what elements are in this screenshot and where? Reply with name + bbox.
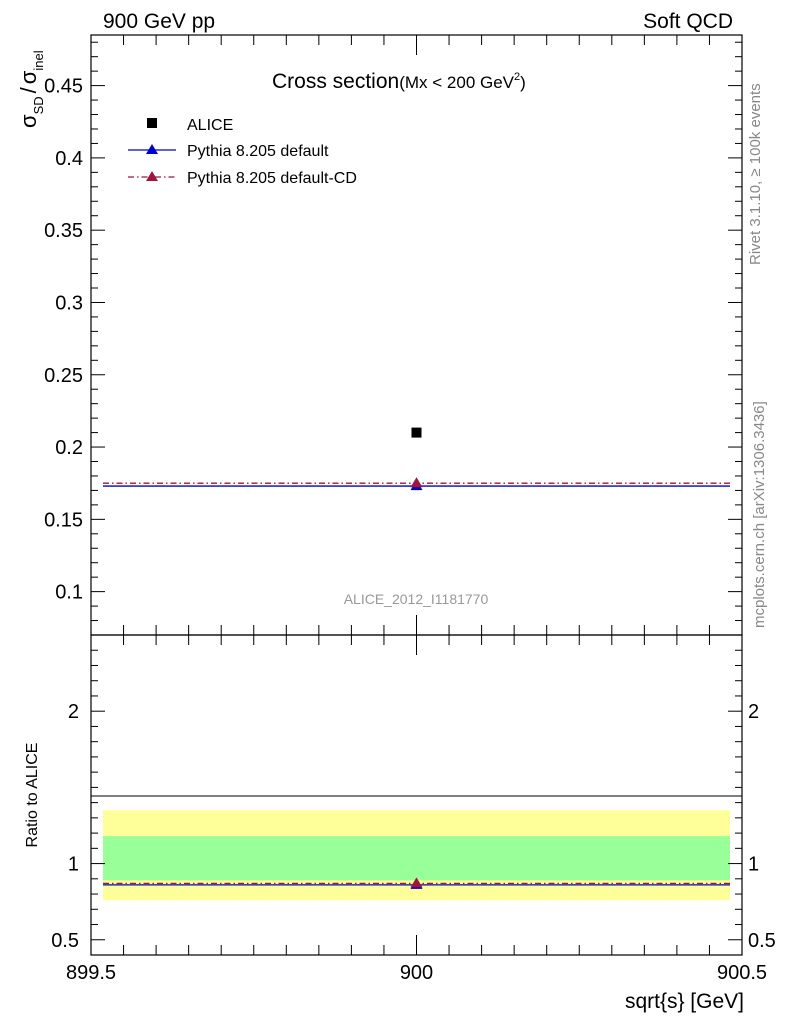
ratio-data-marks (103, 877, 730, 889)
main-ytick-label: 0.4 (55, 148, 83, 170)
x-axis-label: sqrt{s} [GeV] (625, 990, 744, 1013)
main-ytick-label: 0.3 (55, 292, 83, 314)
main-ylabel: σSD/σinel (16, 50, 46, 128)
ratio-ylabel: Ratio to ALICE (24, 743, 41, 848)
ratio-xtick-label: 899.5 (66, 962, 116, 984)
legend-cd-label: Pythia 8.205 default-CD (187, 170, 357, 187)
main-title-text: Cross section (272, 70, 399, 93)
legend-alice-label: ALICE (187, 117, 233, 134)
main-title: Cross section(Mx < 200 GeV2) (272, 70, 526, 93)
main-ytick-label: 0.45 (44, 76, 83, 98)
ratio-band (103, 836, 730, 881)
main-title-suffix-end: ) (520, 73, 526, 92)
header-left: 900 GeV pp (103, 10, 215, 33)
legend-alice-marker (147, 118, 157, 128)
legend-default-label: Pythia 8.205 default (187, 143, 329, 160)
main-title-suffix: (Mx < 200 GeV (399, 73, 514, 92)
ratio-ytick-label-left: 1 (68, 854, 79, 876)
main-ytick-label: 0.1 (55, 582, 83, 604)
ylabel-slash: / (16, 86, 41, 93)
main-title-sup: 2 (514, 71, 520, 83)
ratio-pythia-8-205-default-cd-point (410, 877, 423, 888)
ratio-y-ticks: 0.5 0.5 1 1 2 2 (51, 649, 776, 952)
header-right: Soft QCD (643, 10, 733, 33)
main-ytick-label: 0.15 (44, 509, 83, 531)
ratio-ytick-label-left: 2 (68, 701, 79, 723)
ylabel-sub2: inel (31, 50, 46, 70)
main-alice-point (411, 427, 422, 438)
rivet-label: Rivet 3.1.10, ≥ 100k events (747, 83, 764, 265)
ratio-xtick-label: 900 (400, 962, 433, 984)
ylabel-sub1: SD (31, 96, 46, 114)
main-ytick-label: 0.25 (44, 365, 83, 387)
main-panel: Cross section(Mx < 200 GeV2) σSD/σinel A… (16, 34, 743, 636)
ratio-panel: 0.5 0.51 12 2 899.5 900 900.5 Ratio to ALICE … (24, 634, 776, 1013)
legend: ALICE Pythia 8.205 default Pythia 8.205 … (128, 117, 357, 187)
ratio-ytick-label-left: 0.5 (51, 930, 79, 952)
ylabel-sigma1: σ (16, 114, 41, 128)
legend-default-marker (146, 144, 158, 154)
ratio-xtick-label: 900.5 (717, 962, 767, 984)
main-pythia-8-205-default-cd-point (410, 477, 423, 488)
ylabel-sigma2: σ (16, 70, 41, 84)
main-ytick-label: 0.2 (55, 437, 83, 459)
ratio-frame (90, 634, 743, 956)
ratio-ytick-label-right: 2 (748, 701, 759, 723)
main-y-ticks: 0.1 0.15 0.2 0.25 0.3 0.35 0.4 0.45 (44, 41, 742, 636)
mcplots-label: mcplots.cern.ch [arXiv:1306.3436] (751, 401, 768, 628)
ratio-x-ticks: 899.5 900 900.5 (66, 635, 767, 984)
legend-cd-marker (146, 171, 158, 181)
analysis-watermark: ALICE_2012_I1181770 (344, 591, 489, 607)
ratio-ytick-label-right: 0.5 (748, 930, 776, 952)
main-ytick-label: 0.35 (44, 220, 83, 242)
main-data-marks (103, 427, 730, 491)
ratio-ytick-label-right: 1 (748, 854, 759, 876)
